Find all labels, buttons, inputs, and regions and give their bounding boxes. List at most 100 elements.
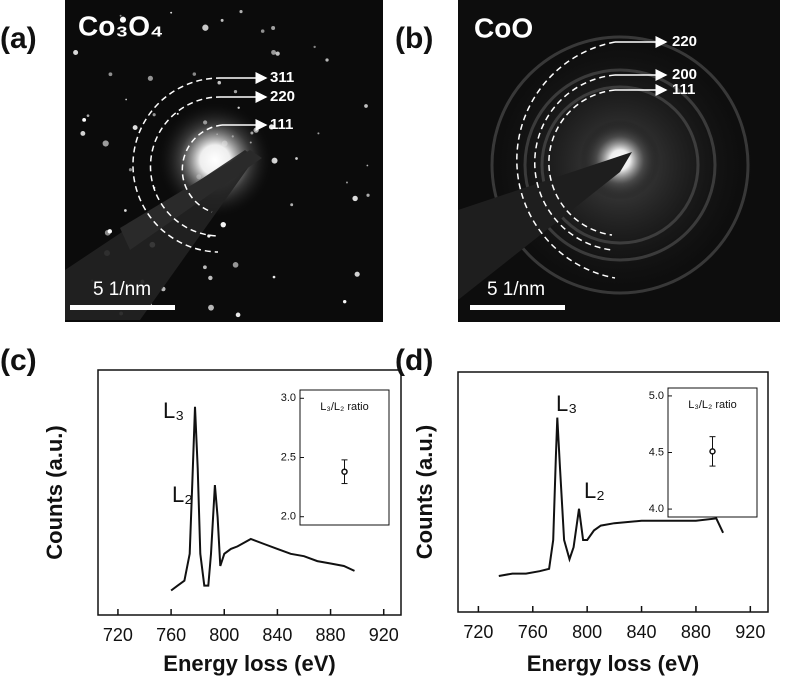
rings [516, 41, 616, 279]
inset-y-tick-label: 3.0 [281, 392, 296, 404]
spot [295, 157, 298, 160]
ring-arc [132, 77, 223, 253]
spot [152, 113, 156, 117]
spot [271, 26, 276, 31]
spot [366, 193, 370, 197]
inset-y-tick-label: 5.0 [649, 390, 664, 402]
inset-frame [299, 389, 390, 526]
spot [147, 75, 153, 81]
rings [132, 77, 223, 253]
x-tick-label: 800 [572, 622, 602, 642]
inset-y-tick-label: 2.0 [281, 511, 296, 523]
spot [73, 49, 79, 55]
spot [275, 51, 280, 56]
spot [107, 229, 113, 234]
peak-label: L₃ [556, 391, 577, 416]
spot [232, 262, 239, 268]
spot [239, 9, 243, 14]
spot [290, 203, 294, 207]
panel-label: (b) [395, 22, 433, 55]
spot [202, 24, 209, 31]
peak-label: L₂ [172, 482, 193, 507]
panel-title: Co₃O₄ [78, 10, 163, 41]
x-tick-label: 800 [209, 625, 239, 645]
x-tick-label: 760 [156, 625, 186, 645]
x-tick-label: 720 [463, 622, 493, 642]
spot [235, 312, 241, 318]
spot [170, 11, 173, 14]
spot [217, 80, 222, 85]
diffuse-ring [490, 35, 750, 295]
spot [208, 304, 214, 311]
spot [354, 271, 360, 277]
spot [366, 164, 369, 167]
spot [124, 209, 127, 212]
spot [208, 275, 213, 281]
ring-label: 111 [270, 116, 293, 133]
ring-label: 111 [672, 81, 695, 98]
spot [352, 195, 358, 202]
spot [220, 221, 226, 228]
panel-label: (a) [0, 22, 37, 55]
spot [220, 18, 224, 22]
ratio-point [709, 448, 716, 455]
spot [128, 168, 132, 172]
ring-arc [548, 89, 616, 236]
spot [345, 181, 348, 184]
arrows [615, 36, 668, 96]
panel-b: 220 200 111 CoO 5 1/nm (b) [395, 0, 780, 322]
spot [271, 49, 276, 55]
spot [192, 72, 197, 76]
y-axis-label: Counts (a.u.) [42, 425, 67, 559]
peak-label: L₃ [163, 398, 184, 423]
spot [108, 72, 113, 77]
spot [260, 29, 265, 33]
spot [272, 275, 276, 279]
scale-bar-label: 5 1/nm [487, 279, 545, 300]
x-axis-label: Energy loss (eV) [163, 651, 335, 676]
inset-y-tick-label: 4.0 [649, 503, 664, 515]
spot [80, 131, 86, 136]
spot [86, 114, 90, 118]
ring-label: 220 [270, 88, 295, 105]
x-tick-label: 920 [735, 622, 765, 642]
spot [82, 117, 87, 122]
y-axis-label: Counts (a.u.) [412, 425, 437, 559]
x-tick-label: 840 [627, 622, 657, 642]
spot [317, 132, 320, 135]
x-tick-label: 760 [518, 622, 548, 642]
plot-frame [457, 371, 769, 613]
beam-stopper [458, 152, 632, 300]
spot [342, 299, 347, 304]
spot [119, 14, 122, 17]
x-tick-label: 720 [103, 625, 133, 645]
spectrum-line [170, 406, 355, 592]
ring-label: 311 [270, 69, 294, 86]
diffuse-ring [523, 68, 717, 262]
spot [325, 58, 329, 62]
diffuse-rings [490, 35, 750, 295]
spot [125, 98, 128, 101]
panel-title: CoO [474, 12, 533, 43]
spot [203, 265, 207, 270]
beam-stopper [120, 150, 262, 250]
ring-label: 200 [672, 66, 697, 83]
spot [313, 45, 316, 49]
panel-label: (c) [0, 344, 37, 377]
spot [233, 89, 238, 94]
panel-a: 311 220 111 Co₃O₄ 5 1/nm (a) [0, 0, 383, 322]
ratio-point [341, 468, 348, 475]
x-tick-label: 880 [681, 622, 711, 642]
ring-arc [516, 41, 616, 279]
peak-label: L₂ [584, 478, 605, 503]
inset-y-tick-label: 2.5 [281, 451, 296, 463]
ring-arc [181, 124, 223, 213]
inset-y-tick-label: 4.5 [649, 446, 664, 458]
ring-arc [149, 96, 223, 237]
spot [119, 16, 127, 23]
inset-title: L₃/L₂ ratio [320, 401, 369, 413]
scale-bar-label: 5 1/nm [93, 279, 151, 300]
scale-bar [470, 305, 565, 310]
scale-bar [70, 305, 175, 310]
